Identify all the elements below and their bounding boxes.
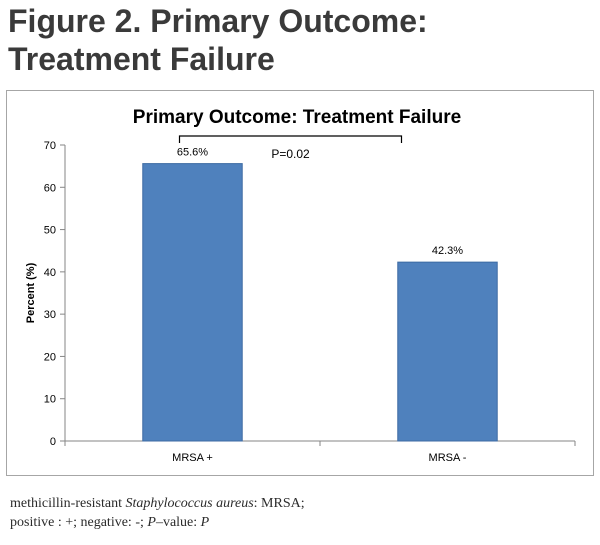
figure-heading-line-2: Treatment Failure [8,41,275,77]
significance-bracket [178,135,403,143]
y-tick-label: 0 [50,436,56,448]
caption-line-1: methicillin-resistant Staphylococcus aur… [10,496,305,511]
y-axis-label: Percent (%) [25,262,37,323]
y-tick-label: 40 [44,267,56,279]
y-tick-label: 70 [44,140,56,152]
x-category-label: MRSA - [429,452,467,464]
y-tick-label: 30 [44,309,56,321]
figure-heading: Figure 2. Primary Outcome: Treatment Fai… [8,2,593,78]
y-tick-label: 50 [44,225,56,237]
p-value-label: P=0.02 [271,147,310,161]
bar-data-label: 65.6% [177,147,208,159]
bar-mrsa-negative [397,261,498,442]
caption-line-2: positive : +; negative: -; P–value: P [10,515,210,530]
figure-heading-line-1: Figure 2. Primary Outcome: [8,3,428,39]
bar-data-label: 42.3% [432,245,463,257]
chart-title: Primary Outcome: Treatment Failure [133,107,461,128]
x-category-label: MRSA + [172,452,213,464]
figure-caption: methicillin-resistant Staphylococcus aur… [10,494,595,532]
bar-mrsa-positive [142,163,243,442]
bars-group [142,163,498,442]
y-tick-label: 10 [44,394,56,406]
labels-group: 65.6% MRSA + 42.3% MRSA - [172,147,467,464]
significance-annotation: P=0.02 [178,135,403,161]
y-tick-label: 60 [44,182,56,194]
y-tick-label: 20 [44,351,56,363]
